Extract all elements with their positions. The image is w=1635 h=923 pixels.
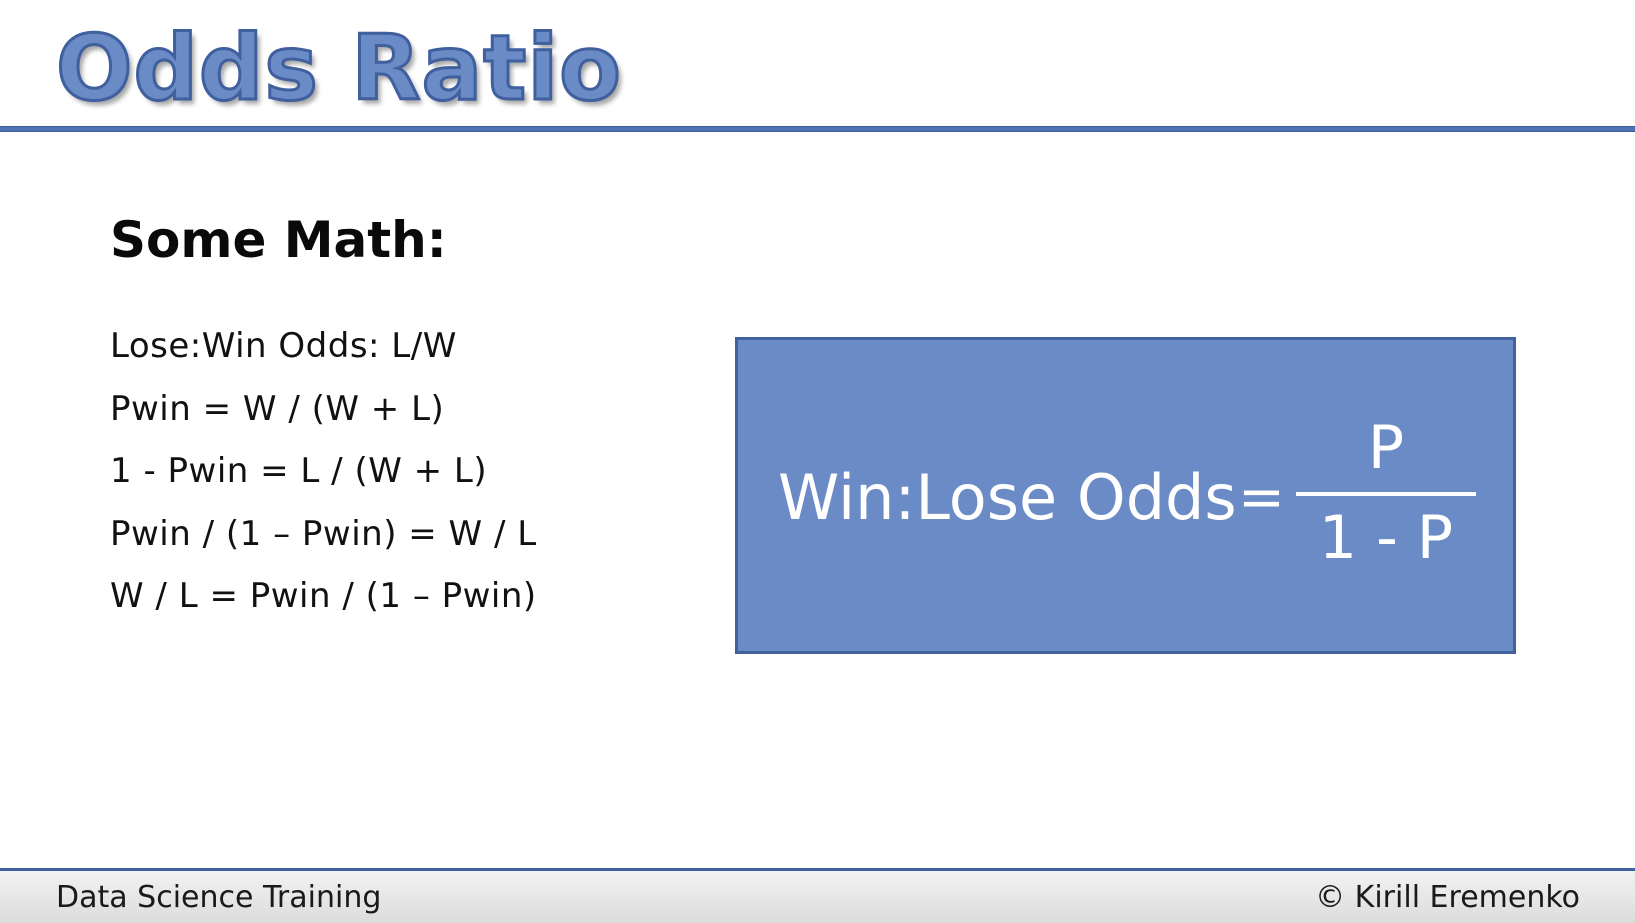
footer-course-name: Data Science Training	[56, 880, 382, 915]
formula-equals-sign: =	[1238, 465, 1285, 530]
math-line: W / L = Pwin / (1 – Pwin)	[110, 576, 537, 616]
slide-title: Odds Ratio	[55, 15, 623, 123]
math-lines-list: Lose:Win Odds: L/W Pwin = W / (W + L) 1 …	[110, 315, 537, 628]
math-line: Pwin = W / (W + L)	[110, 388, 445, 429]
footer-copyright: © Kirill Eremenko	[1315, 880, 1580, 915]
fraction-denominator: 1 - P	[1318, 503, 1454, 573]
formula-fraction: P 1 - P	[1296, 410, 1476, 580]
math-line: Pwin / (1 – Pwin) = W / L	[110, 513, 537, 554]
slide-footer: Data Science Training © Kirill Eremenko	[0, 868, 1635, 923]
title-divider	[0, 126, 1635, 132]
formula-lhs: Win:Lose Odds	[778, 461, 1237, 534]
formula-box: Win:Lose Odds = P 1 - P	[735, 337, 1516, 654]
math-line: 1 - Pwin = L / (W + L)	[110, 451, 488, 491]
fraction-bar	[1296, 492, 1476, 496]
section-heading: Some Math:	[110, 211, 447, 269]
math-line: Lose:Win Odds: L/W	[110, 326, 457, 366]
fraction-numerator: P	[1367, 413, 1405, 483]
